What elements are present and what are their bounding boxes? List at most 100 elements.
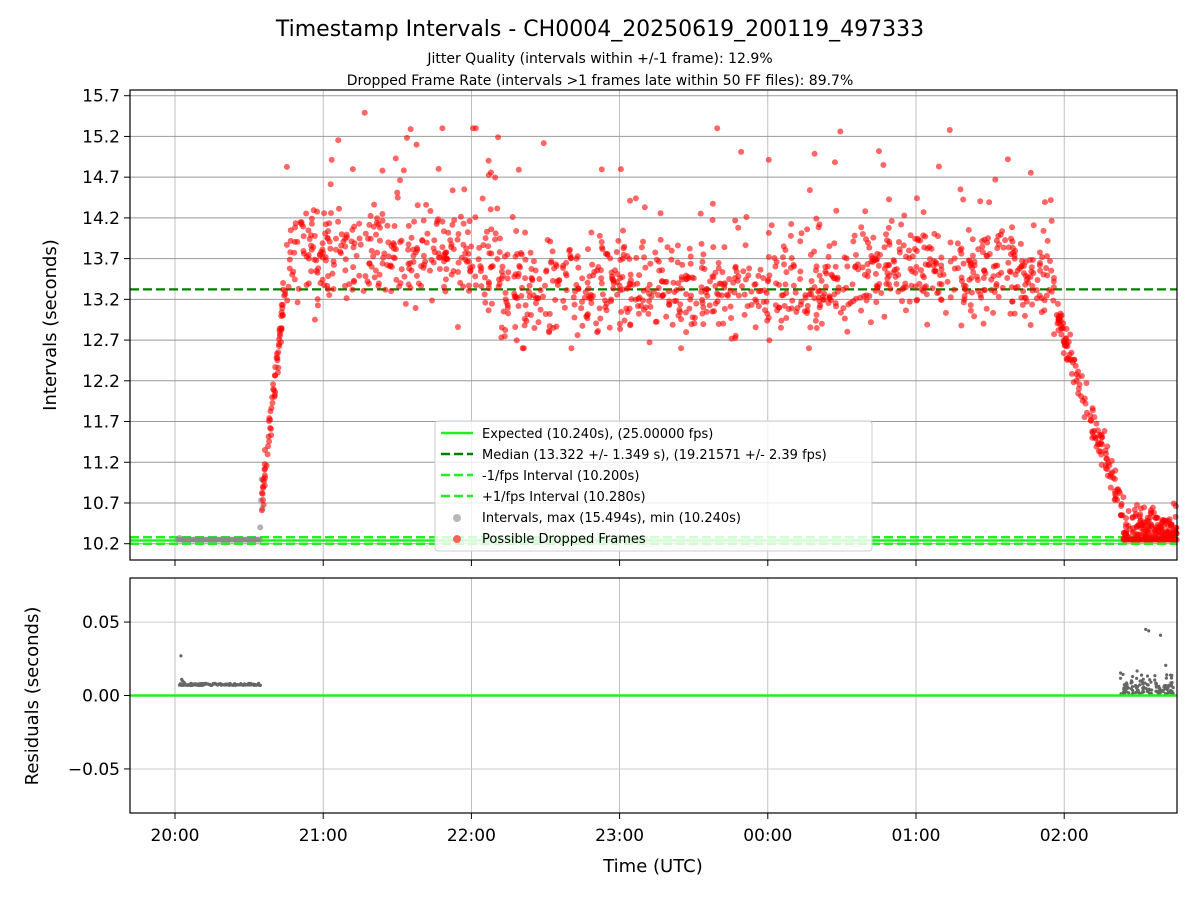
dropped-frame-point [1068,349,1075,356]
dropped-frame-point [924,321,931,328]
residual-point [1145,674,1150,678]
dropped-frame-point [362,230,369,237]
dropped-frame-point [574,332,581,339]
dropped-frame-point [884,270,891,277]
dropped-frame-point [371,274,378,281]
dropped-frame-point [834,274,841,281]
dropped-frame-point [730,279,737,286]
dropped-frame-point [1044,253,1051,260]
residual-point [1141,689,1145,693]
dropped-frame-point [880,161,887,168]
dropped-frame-point [442,276,449,283]
dropped-frame-point [885,196,892,203]
dropped-frame-point [709,200,716,207]
dropped-frame-point [525,288,532,295]
dropped-frame-point [731,289,738,296]
dropped-frame-point [1108,470,1115,477]
dropped-frame-point [1050,284,1057,291]
dropped-frame-point [472,214,479,221]
dropped-frame-point [969,252,976,259]
chart-subtitle-jitter: Jitter Quality (intervals within +/-1 fr… [426,51,772,67]
dropped-frame-point [1075,390,1082,397]
dropped-frame-point [843,255,850,262]
dropped-frame-point [678,276,685,283]
residual-point [1139,679,1143,683]
dropped-frame-point [918,286,925,293]
dropped-frame-point [779,254,786,261]
dropped-frame-point [261,466,268,473]
dropped-frame-point [892,273,899,280]
bottom-y-tick-label: −0.05 [68,760,120,780]
dropped-frame-point [971,262,978,269]
dropped-frame-point [1054,300,1061,307]
dropped-frame-point [1021,312,1028,319]
dropped-frame-point [326,220,333,227]
dropped-frame-point [748,288,755,295]
dropped-frame-point [505,310,512,317]
dropped-frame-point [391,223,398,230]
dropped-frame-point [778,292,785,299]
dropped-frame-point [405,222,412,229]
dropped-frame-point [683,329,690,336]
dropped-frame-point [655,284,662,291]
dropped-frame-point [706,302,713,309]
dropped-frame-point [485,279,492,286]
dropped-frame-point [530,258,537,265]
dropped-frame-point [967,307,974,314]
dropped-frame-point [1039,254,1046,261]
dropped-frame-point [935,288,942,295]
dropped-frame-point [496,249,503,256]
dropped-frame-point [260,478,267,485]
residual-point [1133,683,1138,688]
chart-title: Timestamp Intervals - CH0004_20250619_20… [275,17,924,42]
dropped-frame-point [709,308,716,315]
dropped-frame-point [774,307,781,314]
dropped-frame-point [811,295,818,302]
dropped-frame-point [824,263,831,270]
dropped-frame-point [858,307,865,314]
dropped-frame-point [743,213,750,220]
dropped-frame-point [707,278,714,285]
dropped-frame-point [665,288,672,295]
dropped-frame-point [1133,523,1140,530]
dropped-frame-point [1076,381,1083,388]
dropped-frame-point [833,207,840,214]
dropped-frame-point [666,301,673,308]
dropped-frame-point [626,256,633,263]
dropped-frame-point [385,253,392,260]
dropped-frame-point [382,286,389,293]
dropped-frame-point [336,205,343,212]
dropped-frame-point [374,215,381,222]
dropped-frame-point [563,287,570,294]
dropped-frame-point [980,274,987,281]
dropped-frame-point [542,282,549,289]
dropped-frame-point [494,255,501,262]
dropped-frame-point [860,293,867,300]
dropped-frame-point [785,306,792,313]
dropped-frame-point [514,250,521,257]
dropped-frame-point [350,264,357,271]
dropped-frame-point [515,166,522,173]
residual-point [1122,686,1126,690]
dropped-frame-point [384,222,391,229]
dropped-frame-point [977,198,984,205]
dropped-frame-point [844,328,851,335]
dropped-frame-point [660,291,667,298]
dropped-frame-point [735,224,742,231]
dropped-frame-point [435,254,442,261]
dropped-frame-point [797,301,804,308]
dropped-frame-point [903,253,910,260]
dropped-frame-point [1050,297,1057,304]
dropped-frame-point [788,254,795,261]
dropped-frame-point [370,253,377,260]
x-tick-label: 20:00 [151,826,200,846]
dropped-frame-point [342,267,349,274]
residual-point [1124,687,1128,691]
dropped-frame-point [744,303,751,310]
dropped-frame-point [422,258,429,265]
dropped-frame-point [1063,355,1070,362]
dropped-frame-point [1064,342,1071,349]
dropped-frame-point [551,265,558,272]
dropped-frame-point [638,302,645,309]
legend: Expected (10.240s), (25.00000 fps) Media… [434,420,873,552]
